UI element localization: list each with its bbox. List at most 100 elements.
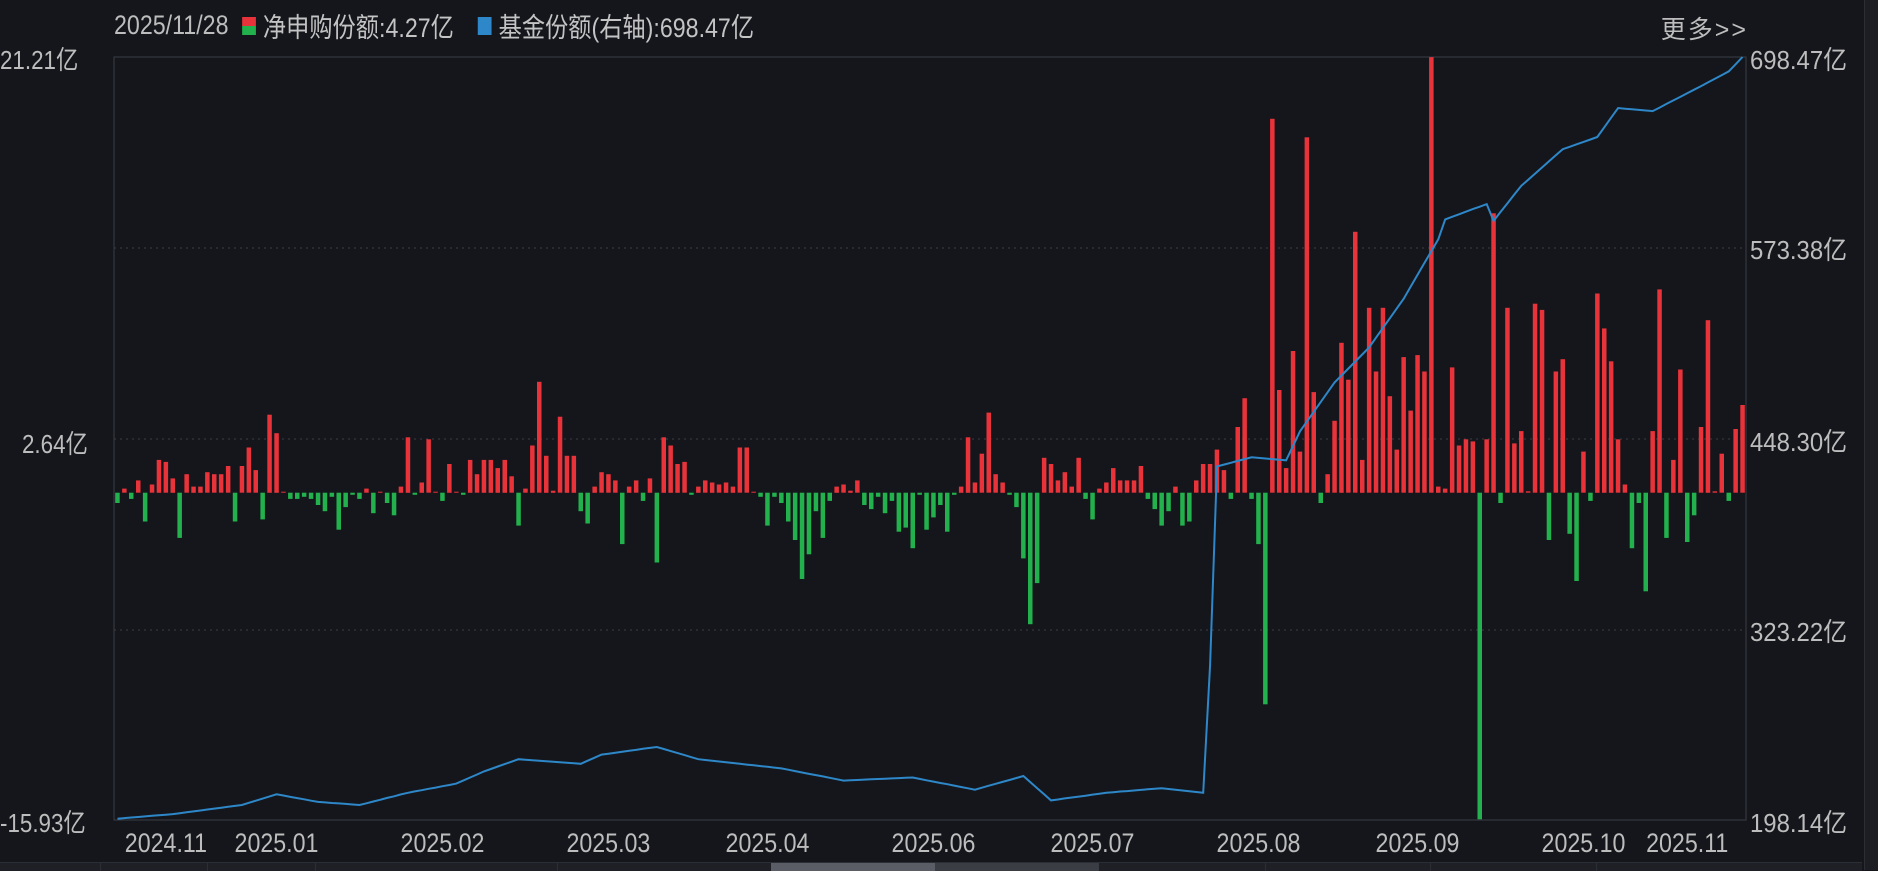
inflow-bar <box>364 488 369 493</box>
outflow-bar <box>516 492 521 526</box>
inflow-bar <box>979 453 985 493</box>
inflow-bar <box>696 486 701 493</box>
scrollbar-thumb[interactable] <box>771 863 935 871</box>
outflow-bar <box>1007 492 1012 495</box>
inflow-bar <box>218 474 224 493</box>
inflow-bar <box>965 437 971 493</box>
inflow-bar <box>834 486 839 493</box>
right-axis-tick-2: 448.30亿 <box>1750 427 1848 457</box>
inflow-bar <box>1512 443 1517 493</box>
inflow-bar <box>986 412 991 493</box>
inflow-bar <box>993 474 998 493</box>
outflow-bar <box>461 492 466 495</box>
inflow-bar <box>972 482 978 493</box>
x-axis: 2024.11 2025.01 2025.02 2025.03 2025.04 2025.… <box>125 828 1728 858</box>
outflow-bar <box>315 492 321 505</box>
inflow-bar <box>1519 431 1524 493</box>
inflow-bar <box>1740 405 1745 493</box>
x-axis-tick-label: 2025.11 <box>1646 828 1728 858</box>
inflow-bar <box>1415 355 1420 493</box>
inflow-bar <box>184 474 189 493</box>
inflow-bar <box>1442 488 1448 493</box>
outflow-bar <box>1090 492 1095 520</box>
outflow-bar <box>779 492 784 503</box>
inflow-bar <box>1283 468 1289 493</box>
inflow-bar <box>1194 480 1199 493</box>
inflow-bar <box>1111 468 1116 493</box>
outflow-bar <box>177 492 182 538</box>
right-axis-tick-3: 323.22亿 <box>1750 617 1848 647</box>
outflow-bar <box>1028 492 1033 625</box>
scrollbar-segment <box>1430 863 1431 871</box>
outflow-bar <box>391 492 397 516</box>
inflow-bar <box>1615 439 1621 493</box>
outflow-bar <box>142 492 148 522</box>
inflow-bar <box>709 482 715 493</box>
inflow-bar <box>1290 351 1296 493</box>
inflow-bar <box>564 455 570 493</box>
inflow-bar <box>398 486 404 493</box>
inflow-bar <box>1242 398 1247 493</box>
inflow-bar <box>1277 390 1282 493</box>
inflow-bar <box>1422 371 1427 493</box>
outflow-bar <box>758 492 763 497</box>
inflow-bar <box>1719 453 1724 493</box>
inflow-bar <box>544 455 549 493</box>
fund-share-legend: 基金份额(右轴):698.47亿 <box>498 13 755 43</box>
more-link[interactable]: 更多>> <box>1660 16 1748 44</box>
outflow-bar <box>882 492 888 514</box>
inflow-bar <box>1698 427 1704 493</box>
inflow-bar <box>495 468 500 493</box>
outflow-bar <box>1691 492 1697 516</box>
outflow-bar <box>945 492 950 532</box>
outflow-bar <box>308 492 314 499</box>
bar-series <box>115 57 1745 820</box>
outflow-bar <box>578 492 583 512</box>
outflow-bar <box>232 492 238 522</box>
inflow-bar <box>723 482 729 493</box>
inflow-bar <box>509 476 514 493</box>
net-subscription-legend: 净申购份额:4.27亿 <box>262 13 454 43</box>
inflow-bar <box>1076 457 1081 493</box>
outflow-bar <box>1546 492 1552 540</box>
inflow-bar <box>1553 371 1559 493</box>
inflow-bar <box>1657 289 1662 493</box>
outflow-bar <box>1643 492 1648 592</box>
outflow-bar <box>1180 492 1185 526</box>
outflow-bar <box>910 492 915 549</box>
outflow-bar <box>931 492 936 518</box>
outflow-bar <box>875 492 881 497</box>
outflow-bar <box>129 492 134 499</box>
inflow-bar <box>1117 480 1123 493</box>
inflow-bar <box>1484 439 1489 493</box>
scrollbar-thumb-secondary[interactable] <box>935 863 1099 871</box>
net-subscription-swatch <box>242 16 257 35</box>
vertical-scrollbar[interactable] <box>1864 0 1878 870</box>
outflow-bar <box>384 492 390 503</box>
inflow-bar <box>1671 459 1676 493</box>
inflow-bar <box>633 480 639 493</box>
outflow-bar <box>336 492 341 530</box>
inflow-bar <box>703 480 708 493</box>
inflow-bar <box>1221 470 1227 493</box>
inflow-bar <box>1339 342 1344 493</box>
outflow-bar <box>357 492 362 499</box>
inflow-bar <box>1712 491 1718 493</box>
inflow-bar <box>1373 371 1379 493</box>
scrollbar-segment <box>1596 863 1597 871</box>
inflow-bar <box>599 472 604 493</box>
outflow-bar <box>786 492 791 522</box>
inflow-bar <box>1346 379 1351 493</box>
outflow-bar <box>288 492 293 499</box>
inflow-bar <box>1124 480 1130 493</box>
inflow-bar <box>481 459 487 493</box>
inflow-bar <box>1311 392 1316 493</box>
outflow-bar <box>938 492 943 505</box>
inflow-bar <box>1408 410 1413 493</box>
range-scrollbar[interactable] <box>0 862 1862 871</box>
inflow-bar <box>253 470 258 493</box>
inflow-bar <box>661 437 666 493</box>
inflow-bar <box>1062 472 1068 493</box>
outflow-bar <box>440 492 445 501</box>
